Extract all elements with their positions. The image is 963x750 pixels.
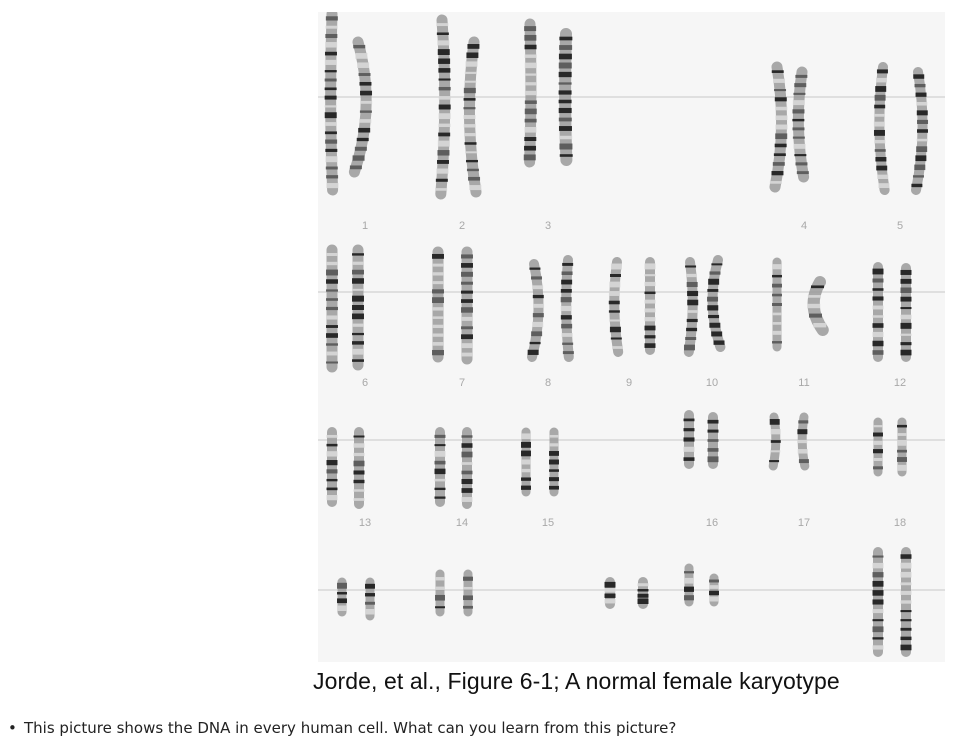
chromosome xyxy=(337,577,347,617)
chromosome xyxy=(897,417,907,477)
chromosome xyxy=(521,427,531,497)
chromosome xyxy=(900,547,912,657)
chromosome xyxy=(348,36,373,178)
chromosome xyxy=(644,257,656,355)
chromosome xyxy=(461,246,473,365)
chromosome-number-label: 10 xyxy=(706,377,718,389)
chromosome-number-label: 5 xyxy=(897,220,903,232)
chromosome-number-label: 11 xyxy=(798,377,809,389)
chromosome xyxy=(434,427,446,507)
chromosome xyxy=(549,427,559,497)
chromosome xyxy=(560,255,574,362)
chromosome xyxy=(873,417,883,477)
chromosome xyxy=(707,255,726,352)
chromosome-number-label: 6 xyxy=(362,377,368,389)
chromosome xyxy=(527,259,545,362)
chromosome-number-label: 15 xyxy=(542,517,554,529)
chromosome xyxy=(523,18,537,168)
chromosome xyxy=(608,257,624,357)
chromosome xyxy=(683,410,695,469)
chromosome xyxy=(684,563,694,607)
chromosome-number-label: 14 xyxy=(456,517,468,529)
chromosome xyxy=(709,573,719,607)
karyotype-figure: 1 2 3 4 5 6 7 8 9 10 11 12 13 14 15 16 17 18 xyxy=(318,12,945,662)
chromosome xyxy=(463,569,473,617)
chromosome-number-label: 12 xyxy=(894,377,906,389)
chromosome xyxy=(873,62,890,195)
chromosome xyxy=(324,12,339,196)
chromosome xyxy=(435,14,451,200)
chromosome xyxy=(707,412,719,469)
chromosome xyxy=(872,262,884,362)
chromosome-number-label: 3 xyxy=(545,220,551,232)
question-text: This picture shows the DNA in every huma… xyxy=(24,719,677,737)
chromosome xyxy=(900,263,912,362)
chromosome-number-label: 7 xyxy=(459,377,465,389)
chromosome xyxy=(637,577,649,609)
chromosome xyxy=(807,276,829,336)
chromosome xyxy=(792,66,810,183)
bullet-glyph: • xyxy=(8,719,17,737)
chromosome-number-label: 1 xyxy=(362,220,368,232)
chromosome xyxy=(461,427,473,509)
chromosome xyxy=(352,244,364,371)
chromosome xyxy=(911,67,929,195)
chromosome xyxy=(365,577,375,621)
figure-caption: Jorde, et al., Figure 6-1; A normal fema… xyxy=(313,668,840,694)
chromosome xyxy=(435,569,445,617)
chromosome-number-label: 16 xyxy=(706,517,718,529)
chromosome-number-label: 17 xyxy=(798,517,810,529)
chromosome-number-label: 4 xyxy=(801,220,807,232)
chromosome xyxy=(558,28,573,166)
chromosome-number-label: 13 xyxy=(359,517,371,529)
question-bullet-item: • This picture shows the DNA in every hum… xyxy=(8,719,676,737)
chromosome xyxy=(683,257,699,357)
chromosome-number-label: 8 xyxy=(545,377,551,389)
chromosome xyxy=(326,427,338,507)
chromosome xyxy=(432,246,444,363)
chromosome-number-label: 2 xyxy=(459,220,465,232)
chromosome-number-label: 18 xyxy=(894,517,906,529)
chromosome xyxy=(772,257,782,352)
chromosome xyxy=(463,36,482,198)
chromosome xyxy=(353,427,365,509)
chromosome xyxy=(768,412,781,471)
chromosome xyxy=(769,61,788,193)
chromosome xyxy=(604,577,616,609)
chromosome xyxy=(872,547,884,657)
chromosome xyxy=(326,244,338,373)
chromosome xyxy=(797,412,810,471)
chromosome-number-label: 9 xyxy=(626,377,632,389)
